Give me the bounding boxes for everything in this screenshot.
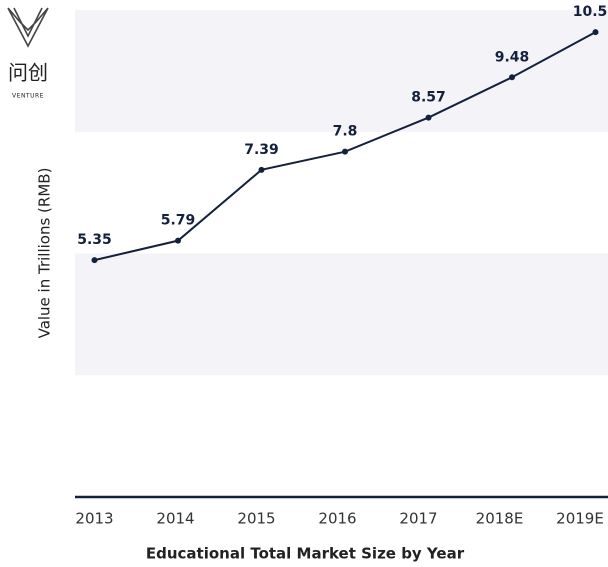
point bbox=[509, 74, 515, 81]
x-tick-label: 2015 bbox=[237, 510, 275, 528]
x-tick-label: 2013 bbox=[75, 510, 113, 528]
value-label: 7.39 bbox=[244, 142, 279, 158]
logo-name: 问创 bbox=[8, 61, 48, 85]
point bbox=[425, 114, 432, 121]
x-tick-label: 2019E bbox=[556, 510, 604, 528]
value-label: 5.79 bbox=[161, 213, 196, 229]
point bbox=[91, 257, 98, 264]
bands bbox=[75, 10, 608, 376]
point bbox=[592, 29, 599, 36]
logo-subtitle: VENTURE bbox=[12, 93, 44, 100]
value-label: 8.57 bbox=[411, 90, 446, 106]
value-label: 7.8 bbox=[333, 124, 358, 140]
x-tick-label: 2016 bbox=[318, 510, 356, 528]
x-tick-label: 2017 bbox=[399, 510, 437, 528]
point bbox=[175, 237, 181, 244]
logo-mark bbox=[7, 7, 49, 48]
point bbox=[258, 166, 265, 173]
value-label: 10.5 bbox=[573, 4, 608, 20]
logo: 问创 VENTURE bbox=[7, 7, 49, 100]
x-tick-label: 2014 bbox=[156, 510, 194, 528]
value-label: 5.35 bbox=[77, 232, 112, 248]
chart-title: Educational Total Market Size by Year bbox=[146, 545, 465, 563]
value-label: 9.48 bbox=[495, 49, 530, 65]
y-axis-label: Value in Trillions (RMB) bbox=[36, 168, 54, 339]
x-tick-label: 2018E bbox=[476, 510, 524, 528]
grid-band bbox=[75, 253, 608, 376]
grid-band bbox=[75, 10, 608, 132]
point bbox=[342, 148, 348, 155]
